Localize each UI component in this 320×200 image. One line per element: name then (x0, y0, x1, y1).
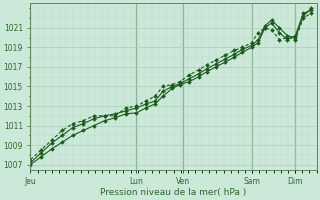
X-axis label: Pression niveau de la mer( hPa ): Pression niveau de la mer( hPa ) (100, 188, 247, 197)
